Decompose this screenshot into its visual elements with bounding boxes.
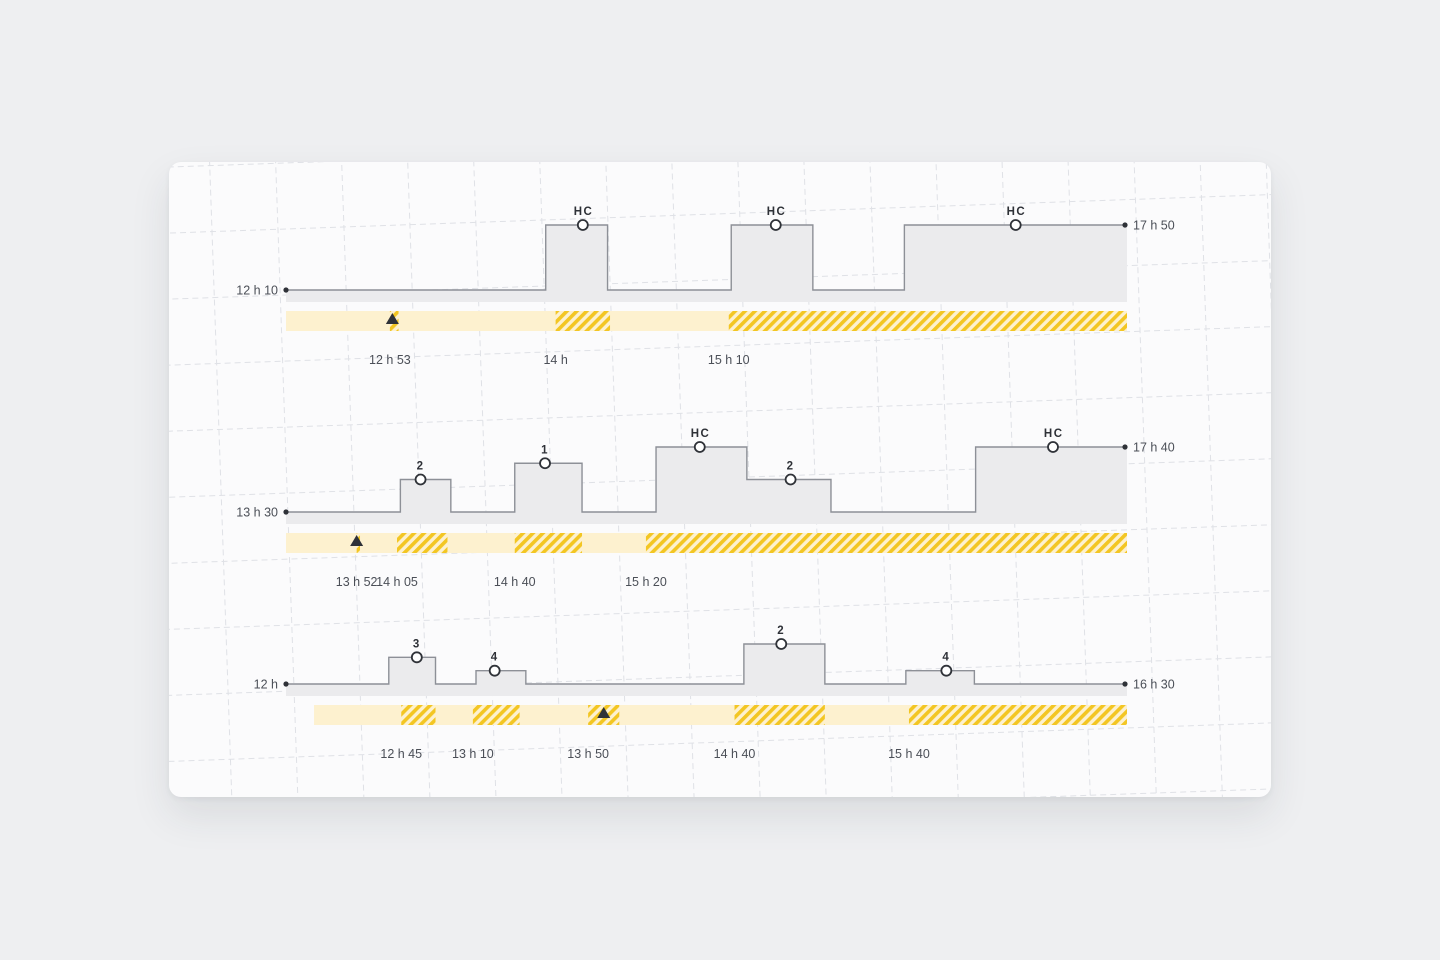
grid-line xyxy=(169,162,1271,171)
hatched-segment xyxy=(734,705,825,725)
triangle-marker xyxy=(597,707,611,718)
step-line xyxy=(286,446,1127,513)
point-marker xyxy=(576,219,589,231)
timeline-card: 12 h 10 17 h 50 HC HC HC 12 h 53 14 h 15 h 10 13… xyxy=(169,162,1271,797)
point-marker xyxy=(414,473,427,486)
point-marker-label: 2 xyxy=(777,625,785,637)
tick-label: 14 h 40 xyxy=(494,575,536,589)
point-marker xyxy=(488,664,501,677)
point-marker xyxy=(410,651,423,664)
grid-line xyxy=(169,322,1271,369)
end-time-label: 17 h 40 xyxy=(1133,441,1175,455)
step-area xyxy=(286,644,1127,696)
tick-label: 15 h 20 xyxy=(625,575,667,589)
triangle-marker xyxy=(385,313,399,324)
grid-line xyxy=(800,162,830,797)
point-marker-label: HC xyxy=(574,206,594,218)
grid-line xyxy=(169,388,1271,435)
grid-line xyxy=(470,162,500,797)
end-time-label: 16 h 30 xyxy=(1133,678,1175,692)
end-dot xyxy=(1122,222,1128,228)
tick-label: 14 h 40 xyxy=(714,747,756,761)
grid-line xyxy=(272,162,302,797)
start-dot xyxy=(283,287,289,293)
point-marker-label: 2 xyxy=(417,461,425,473)
point-marker xyxy=(1047,441,1059,453)
end-dot xyxy=(1122,681,1128,687)
hatched-segment xyxy=(555,311,611,331)
hatched-segment xyxy=(397,533,448,553)
tick-label: 13 h 52 xyxy=(336,575,378,589)
end-time-label: 17 h 50 xyxy=(1133,219,1175,233)
point-marker-label: HC xyxy=(1007,206,1027,218)
start-time-label: 13 h 30 xyxy=(236,506,278,520)
grid-line xyxy=(932,162,962,797)
tick-label: 12 h 45 xyxy=(380,747,422,761)
tick-label: 15 h 10 xyxy=(708,353,750,367)
triangle-marker xyxy=(350,535,364,546)
hatched-segment xyxy=(472,705,520,725)
point-marker xyxy=(539,457,551,470)
point-marker-label: 4 xyxy=(942,652,950,664)
tick-label: 12 h 53 xyxy=(369,353,411,367)
timeline-1: 12 h 10 17 h 50 HC HC HC 12 h 53 14 h 15 h 10 xyxy=(236,206,1174,367)
tick-label: 14 h 05 xyxy=(376,575,418,589)
grid-line xyxy=(866,162,896,797)
grid-line xyxy=(1130,162,1160,797)
grid-line xyxy=(338,162,368,797)
start-dot xyxy=(283,681,289,687)
tick-label: 15 h 40 xyxy=(888,747,930,761)
point-marker xyxy=(693,441,706,453)
grid-line xyxy=(1196,162,1226,797)
grid-line xyxy=(206,162,236,797)
point-marker xyxy=(769,219,782,231)
grid-line xyxy=(169,784,1271,797)
point-marker-label: HC xyxy=(1044,428,1064,440)
grid-line xyxy=(169,191,1271,237)
step-line xyxy=(286,224,1127,291)
point-marker xyxy=(784,473,797,486)
grid-line xyxy=(169,718,1271,765)
step-area xyxy=(286,225,1127,302)
hatched-segment xyxy=(401,705,436,725)
step-line xyxy=(286,643,1127,685)
grid-line xyxy=(1262,162,1271,797)
tick-label: 14 h xyxy=(543,353,567,367)
grid-line xyxy=(169,586,1271,633)
grid-line xyxy=(602,162,632,797)
start-dot xyxy=(283,509,289,515)
start-time-label: 12 h xyxy=(254,678,278,692)
point-marker xyxy=(775,638,788,650)
point-marker xyxy=(940,664,953,677)
end-dot xyxy=(1122,444,1128,450)
tick-label: 13 h 50 xyxy=(567,747,609,761)
point-marker-label: HC xyxy=(691,428,711,440)
start-time-label: 12 h 10 xyxy=(236,284,278,298)
hatched-segment xyxy=(514,533,583,553)
hatched-segment xyxy=(728,311,1127,331)
tick-label: 13 h 10 xyxy=(452,747,494,761)
point-marker-label: 2 xyxy=(787,461,795,473)
step-area xyxy=(286,447,1127,524)
point-marker-label: HC xyxy=(767,206,787,218)
point-marker xyxy=(1009,219,1022,231)
hatched-segment xyxy=(908,705,1127,725)
timeline-3: 12 h 16 h 30 3 4 2 4 12 h 45 13 h 10 13 h 50 14 h… xyxy=(254,625,1175,761)
point-marker-label: 3 xyxy=(413,638,421,650)
point-marker-label: 1 xyxy=(541,444,549,456)
hatched-segment xyxy=(645,533,1127,553)
point-marker-label: 4 xyxy=(491,652,499,664)
